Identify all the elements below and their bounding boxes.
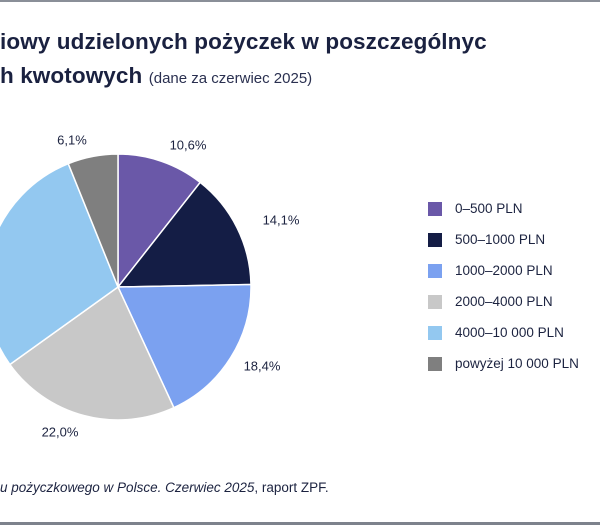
pie-slice-5	[67, 153, 119, 288]
legend-label-0: 0–500 PLN	[455, 201, 523, 216]
legend-swatch-4	[428, 325, 442, 340]
legend-swatch-2	[428, 263, 442, 278]
pie-slice-labels: 10,6% 14,1% 18,4% 22,0% 6,1%	[42, 132, 300, 439]
legend-label-1: 500–1000 PLN	[455, 232, 546, 247]
pie-slice-label-5: 6,1%	[57, 132, 87, 147]
source-rest: , raport ZPF.	[254, 480, 329, 495]
chart-legend: 0–500 PLN 500–1000 PLN 1000–2000 PLN 2000–4…	[428, 193, 579, 379]
legend-label-3: 2000–4000 PLN	[455, 294, 553, 309]
legend-item-3: 2000–4000 PLN	[428, 286, 579, 317]
legend-swatch-0	[428, 201, 442, 216]
chart-title-text-1: iowy udzielonych pożyczek w poszczególny…	[0, 29, 487, 54]
legend-label-2: 1000–2000 PLN	[455, 263, 553, 278]
legend-item-0: 0–500 PLN	[428, 193, 579, 224]
pie-slice-label-0: 10,6%	[170, 137, 207, 152]
bottom-border	[0, 522, 600, 525]
pie-slice-0	[117, 153, 202, 290]
legend-item-5: powyżej 10 000 PLN	[428, 348, 579, 379]
legend-item-1: 500–1000 PLN	[428, 224, 579, 255]
pie-slice-label-2: 18,4%	[244, 358, 281, 373]
pie-slice-2	[116, 283, 252, 409]
legend-label-4: 4000–10 000 PLN	[455, 325, 564, 340]
chart-title-text-2: h kwotowych	[0, 63, 143, 88]
legend-swatch-1	[428, 232, 442, 247]
pie-slice-label-1: 14,1%	[263, 212, 300, 227]
top-border	[0, 0, 600, 2]
pie-slice-1	[116, 181, 252, 288]
pie-slices	[0, 153, 252, 421]
legend-item-2: 1000–2000 PLN	[428, 255, 579, 286]
legend-swatch-5	[428, 356, 442, 371]
legend-label-5: powyżej 10 000 PLN	[455, 356, 579, 371]
legend-item-4: 4000–10 000 PLN	[428, 317, 579, 348]
pie-slice-label-3: 22,0%	[42, 424, 79, 439]
source-note: u pożyczkowego w Polsce. Czerwiec 2025, …	[0, 480, 329, 495]
source-italic: u pożyczkowego w Polsce. Czerwiec 2025	[0, 480, 255, 495]
legend-swatch-3	[428, 294, 442, 309]
chart-subtitle: (dane za czerwiec 2025)	[148, 70, 313, 87]
pie-slice-3	[8, 285, 175, 421]
chart-title-line-1: iowy udzielonych pożyczek w poszczególny…	[0, 29, 487, 55]
chart-title-line-2: h kwotowych (dane za czerwiec 2025)	[0, 63, 312, 89]
